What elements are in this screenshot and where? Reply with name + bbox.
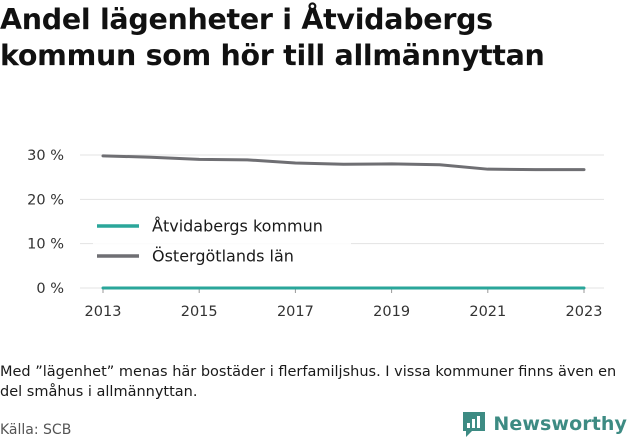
y-tick-label: 10 % <box>27 237 64 253</box>
brand-name: Newsworthy <box>493 413 627 435</box>
x-tick-label: 2021 <box>469 304 506 320</box>
chart-title: Andel lägenheter i Åtvidabergs kommun so… <box>0 3 545 72</box>
legend-label: Åtvidabergs kommun <box>152 217 323 236</box>
legend-label: Östergötlands län <box>152 247 294 266</box>
y-tick-label: 20 % <box>27 192 64 208</box>
source-label: Källa: SCB <box>0 422 72 438</box>
x-tick-label: 2019 <box>373 304 410 320</box>
x-axis-ticks: 2013 2015 2017 2019 2021 2023 <box>85 288 603 320</box>
y-tick-label: 30 % <box>27 148 64 164</box>
line-chart: 0 % 10 % 20 % 30 % 2013 2015 2017 2019 2021 2023… <box>27 148 604 320</box>
series-lines <box>101 154 586 290</box>
brand-logo[interactable]: Newsworthy <box>461 409 627 439</box>
x-tick-label: 2017 <box>277 304 314 320</box>
y-tick-label: 0 % <box>36 281 64 297</box>
legend: Åtvidabergs kommun Östergötlands län <box>93 213 351 267</box>
chart-note: Med ”lägenhet” menas här bostäder i fler… <box>0 364 617 400</box>
x-tick-label: 2023 <box>566 304 603 320</box>
newsworthy-logo-icon <box>463 412 486 437</box>
series-line <box>101 154 586 172</box>
x-tick-label: 2013 <box>85 304 122 320</box>
y-axis-ticks: 0 % 10 % 20 % 30 % <box>27 148 64 297</box>
x-tick-label: 2015 <box>181 304 218 320</box>
